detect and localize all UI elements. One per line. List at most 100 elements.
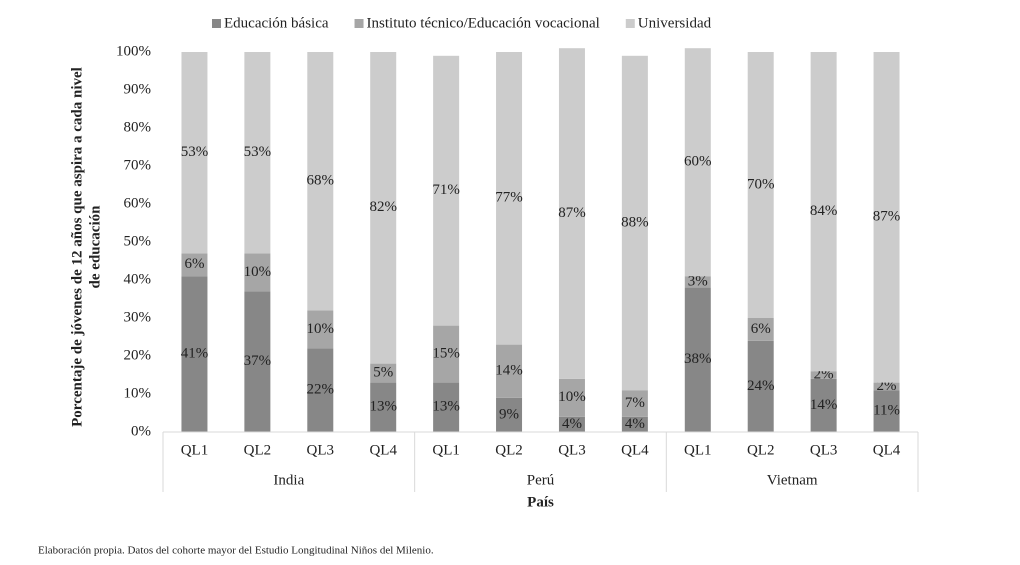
data-label: 84% — [810, 203, 838, 219]
data-label: 87% — [558, 205, 586, 221]
data-label: 68% — [307, 173, 335, 189]
x-tick-label: QL4 — [621, 442, 649, 458]
data-label: 10% — [244, 264, 272, 280]
data-label: 41% — [181, 346, 209, 362]
bar-segment — [496, 344, 523, 398]
bar-segment — [684, 287, 711, 432]
x-tick-label: QL2 — [747, 442, 775, 458]
data-label: 5% — [373, 365, 393, 381]
bar-segment — [873, 52, 900, 383]
data-label: 7% — [625, 395, 645, 411]
data-label: 6% — [184, 256, 204, 272]
y-tick-label: 10% — [124, 385, 152, 401]
data-label: 4% — [625, 416, 645, 432]
bar-segment — [684, 276, 711, 288]
y-tick-label: 50% — [124, 233, 152, 249]
data-label: 38% — [684, 351, 712, 367]
bar-segment — [621, 416, 648, 432]
data-label: 14% — [810, 397, 838, 413]
bar-segment — [684, 48, 711, 277]
data-label: 3% — [688, 273, 708, 289]
y-tick-label: 0% — [131, 423, 151, 439]
bar-segment — [307, 52, 334, 311]
x-tick-label: QL3 — [810, 442, 838, 458]
legend-swatch — [354, 19, 364, 28]
bar-segment — [181, 276, 208, 432]
legend-label: Universidad — [638, 15, 712, 31]
bar-segment — [496, 397, 523, 432]
y-tick-label: 100% — [116, 43, 151, 59]
data-label: 70% — [747, 176, 775, 192]
bar-segment — [747, 318, 774, 341]
data-label: 15% — [432, 346, 460, 362]
group-label: India — [273, 472, 304, 488]
bar-segment — [370, 382, 397, 432]
y-tick-label: 90% — [124, 81, 152, 97]
data-label: 82% — [369, 199, 397, 215]
bar-segment — [873, 382, 900, 391]
data-label: 22% — [307, 382, 335, 398]
data-label: 14% — [495, 363, 523, 379]
y-tick-label: 60% — [124, 195, 152, 211]
bar-segment — [621, 55, 648, 391]
x-tick-label: QL3 — [307, 442, 335, 458]
data-label: 4% — [562, 416, 582, 432]
bar-segment — [244, 253, 271, 292]
bar-segment — [810, 378, 837, 432]
data-label: 13% — [369, 399, 397, 415]
x-tick-label: QL1 — [181, 442, 209, 458]
bar-segment — [433, 55, 460, 326]
data-label: 88% — [621, 214, 649, 230]
bar-segment — [370, 363, 397, 383]
data-label: 37% — [244, 353, 272, 369]
data-label: 10% — [307, 321, 335, 337]
bar-segment — [181, 253, 208, 277]
y-axis-title: de educación — [87, 205, 103, 289]
bar-segment — [181, 52, 208, 254]
data-label: 24% — [747, 378, 775, 394]
x-tick-label: QL4 — [873, 442, 901, 458]
bar-segment — [244, 52, 271, 254]
bar-segment — [496, 52, 523, 345]
y-tick-label: 80% — [124, 119, 152, 135]
data-label: 53% — [181, 144, 209, 160]
y-tick-label: 30% — [124, 309, 152, 325]
bar-segment — [307, 310, 334, 349]
legend-swatch — [625, 19, 635, 28]
group-label: Perú — [527, 472, 555, 488]
y-tick-label: 20% — [124, 347, 152, 363]
bar-segment — [810, 52, 837, 372]
x-tick-label: QL2 — [244, 442, 272, 458]
legend-label: Educación básica — [224, 15, 329, 31]
y-axis-title: Porcentaje de jóvenes de 12 años que asp… — [69, 67, 85, 427]
data-label: 6% — [751, 321, 771, 337]
y-tick-label: 40% — [124, 271, 152, 287]
x-tick-label: QL4 — [369, 442, 397, 458]
bar-segment — [558, 416, 585, 432]
group-label: Vietnam — [767, 472, 818, 488]
data-label: 9% — [499, 406, 519, 422]
x-tick-label: QL1 — [684, 442, 712, 458]
data-label: 13% — [432, 399, 460, 415]
bar-segment — [810, 371, 837, 379]
bar-segment — [370, 52, 397, 364]
bar-segment — [558, 378, 585, 417]
bar-segment — [244, 291, 271, 432]
x-axis-title: País — [527, 494, 554, 510]
bar-segment — [621, 390, 648, 417]
legend-label: Instituto técnico/Educación vocacional — [367, 15, 600, 31]
bar-segment — [558, 48, 585, 379]
data-label: 77% — [495, 190, 523, 206]
bar-segment — [307, 348, 334, 432]
data-label: 60% — [684, 154, 712, 170]
data-label: 10% — [558, 389, 586, 405]
bar-segment — [747, 340, 774, 432]
bar-segment — [747, 52, 774, 318]
x-tick-label: QL3 — [558, 442, 586, 458]
legend-swatch — [212, 19, 221, 28]
bar-segment — [873, 390, 900, 432]
bar-segment — [433, 325, 460, 383]
data-label: 11% — [873, 403, 900, 419]
x-tick-label: QL1 — [432, 442, 460, 458]
